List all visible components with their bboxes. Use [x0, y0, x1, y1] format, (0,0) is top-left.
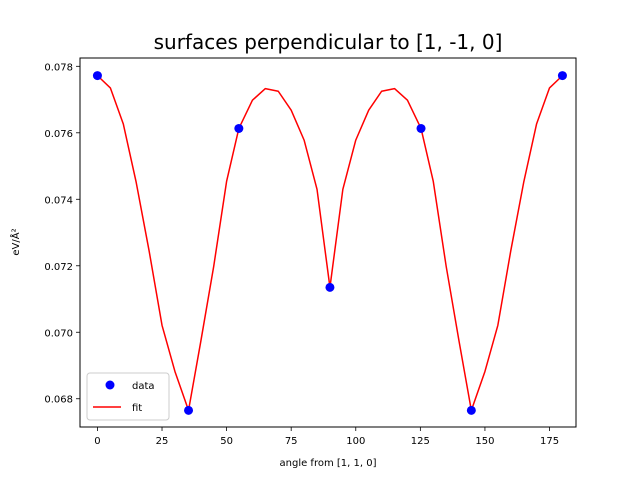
y-tick-label: 0.078 — [44, 62, 73, 73]
data-point — [466, 405, 476, 415]
y-tick-label: 0.076 — [44, 129, 73, 140]
x-tick-label: 75 — [285, 436, 298, 447]
chart-title: surfaces perpendicular to [1, -1, 0] — [154, 30, 503, 54]
x-tick-label: 50 — [220, 436, 233, 447]
x-tick-label: 150 — [475, 436, 494, 447]
x-tick-label: 0 — [94, 436, 100, 447]
y-tick-label: 0.074 — [44, 195, 73, 206]
legend-box — [86, 372, 170, 421]
x-tick-label: 175 — [540, 436, 559, 447]
data-point — [234, 123, 244, 133]
data-point — [557, 71, 567, 81]
data-point — [325, 282, 335, 292]
legend-label-data: data — [132, 381, 155, 392]
legend-label-fit: fit — [132, 403, 142, 414]
data-point — [416, 123, 426, 133]
fit-line — [96, 75, 563, 412]
y-axis-ticks: 0.068 0.070 0.072 0.074 0.076 0.078 — [44, 62, 80, 406]
x-axis-label: angle from [1, 1, 0] — [280, 458, 377, 469]
axes-frame — [79, 57, 577, 428]
x-tick-label: 125 — [411, 436, 430, 447]
data-point — [92, 71, 102, 81]
legend-marker-data — [105, 380, 115, 390]
y-tick-label: 0.068 — [44, 395, 73, 406]
data-point — [184, 405, 194, 415]
y-tick-label: 0.072 — [44, 262, 73, 273]
plot-area: 0 25 50 75 100 125 150 175 0.068 0.070 0.072 0.074… — [44, 57, 577, 447]
y-axis-label: eV/Å² — [9, 228, 22, 255]
y-tick-label: 0.070 — [44, 328, 73, 339]
series-layer — [92, 71, 567, 415]
legend: data fit — [86, 372, 170, 421]
x-tick-label: 25 — [156, 436, 169, 447]
x-tick-label: 100 — [346, 436, 365, 447]
x-axis-ticks: 0 25 50 75 100 125 150 175 — [94, 427, 559, 447]
